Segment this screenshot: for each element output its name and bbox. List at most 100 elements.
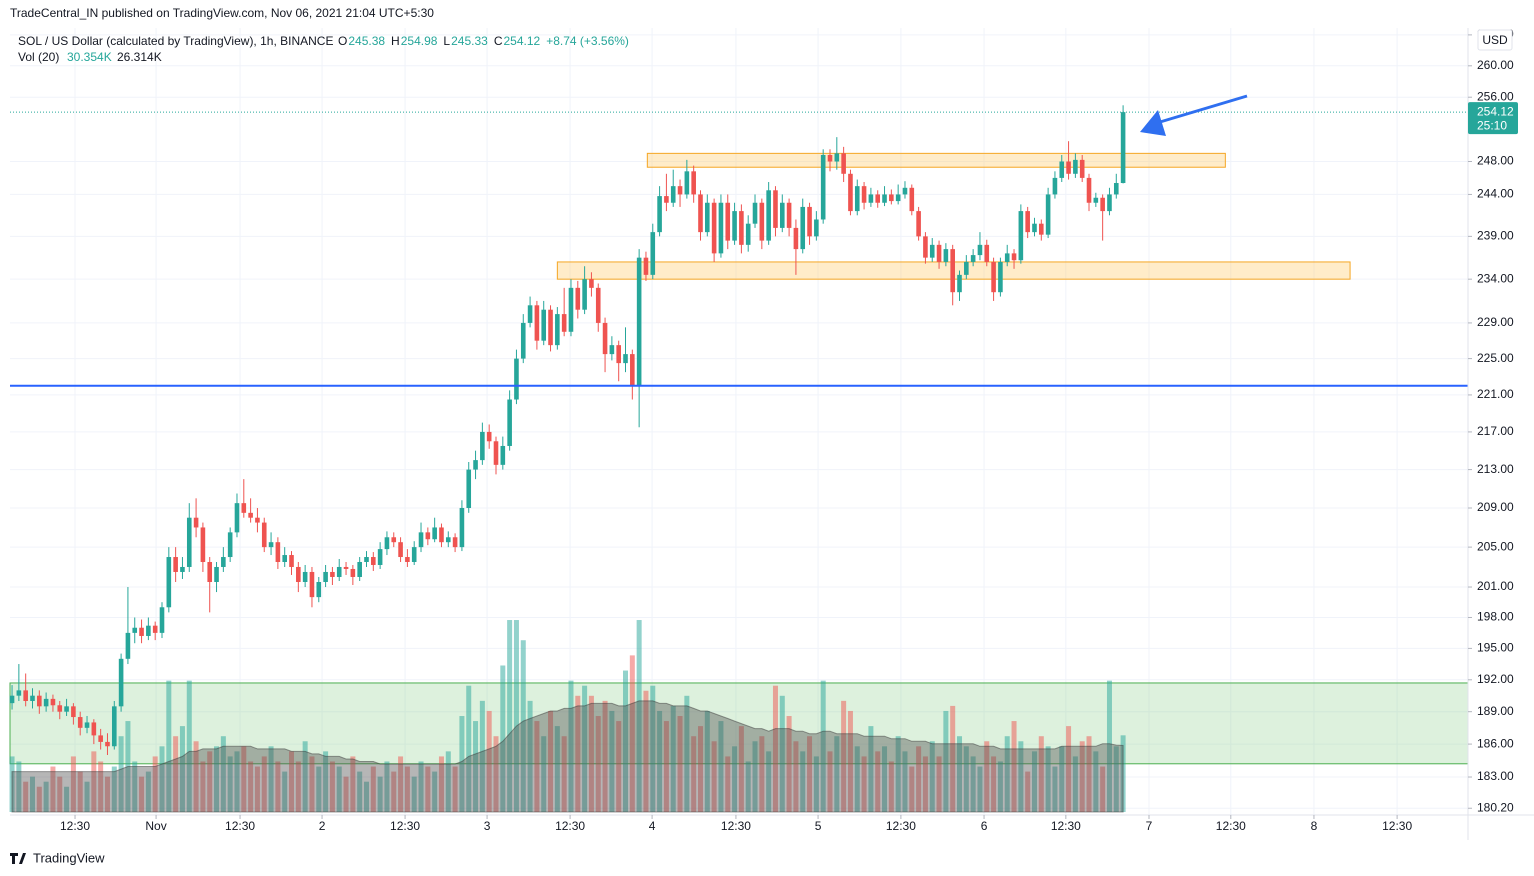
volume-bar <box>609 710 615 812</box>
volume-bar <box>241 746 247 812</box>
volume-bar <box>595 716 601 812</box>
candle-body <box>889 194 894 202</box>
volume-bar <box>527 700 533 812</box>
candle-body <box>1079 159 1085 178</box>
volume-bar <box>711 741 717 812</box>
volume-bar <box>548 710 554 812</box>
candle-body <box>643 257 649 275</box>
y-tick-label: 248.00 <box>1477 154 1514 168</box>
candle-body <box>1107 194 1112 212</box>
candle-body <box>50 698 56 706</box>
candle-body <box>139 627 144 636</box>
candle-body <box>364 557 369 562</box>
candle-body <box>91 722 97 736</box>
volume-bar <box>970 756 976 812</box>
candle-body <box>1066 161 1071 174</box>
volume-bar <box>77 771 83 812</box>
ohlc-key: H <box>391 34 400 48</box>
candle-body <box>964 261 969 275</box>
volume-bar <box>282 771 288 812</box>
candle-body <box>861 186 867 203</box>
volume-bar <box>861 756 867 812</box>
candle-body <box>371 557 376 565</box>
currency[interactable]: USD <box>1482 33 1508 47</box>
volume-bar <box>766 751 772 812</box>
candle-body <box>1045 194 1051 235</box>
volume-bar <box>179 726 185 812</box>
candle-body <box>752 202 758 224</box>
ohlc-value: 245.38 <box>348 34 385 48</box>
candle-body <box>221 557 226 567</box>
volume-bar <box>159 746 165 812</box>
volume-bar <box>847 710 853 812</box>
candle-body <box>1100 197 1105 212</box>
candle-body <box>609 345 615 355</box>
candle-body <box>255 517 260 523</box>
y-tick-label: 186.00 <box>1477 736 1514 750</box>
volume-bar <box>398 756 404 812</box>
volume-bar <box>309 756 315 812</box>
y-tick-label: 195.00 <box>1477 641 1514 655</box>
y-tick-label: 192.00 <box>1477 672 1514 686</box>
volume-bar <box>57 776 63 812</box>
symbol-title: SOL / US Dollar (calculated by TradingVi… <box>18 34 333 48</box>
candle-body <box>166 557 172 608</box>
volume-bar <box>786 716 792 812</box>
candle-body <box>336 566 342 577</box>
candle-body <box>439 527 444 543</box>
volume-bar <box>50 766 56 812</box>
volume-bar <box>132 761 138 812</box>
volume-bar <box>704 710 710 812</box>
candle-body <box>582 279 587 310</box>
volume-bar <box>207 751 213 812</box>
candle-body <box>173 557 178 572</box>
volume-bar <box>534 721 540 812</box>
candle-body <box>1025 211 1030 233</box>
volume-bar <box>854 746 860 812</box>
volume-title: Vol (20) <box>18 50 59 64</box>
volume-bar <box>561 736 567 812</box>
candle-body <box>854 186 860 212</box>
y-tick-label: 221.00 <box>1477 387 1514 401</box>
volume-bar <box>1072 756 1078 812</box>
volume-bar <box>977 766 983 812</box>
candle-body <box>248 512 253 518</box>
x-tick-label: 12:30 <box>1051 819 1081 833</box>
volume-bar <box>1052 766 1058 812</box>
candle-body <box>575 287 581 310</box>
candle-body <box>77 717 83 728</box>
candle-body <box>820 154 826 220</box>
currency-box[interactable] <box>1477 29 1513 51</box>
volume-bar <box>268 746 274 812</box>
volume-bar <box>234 751 240 812</box>
candle-body <box>37 695 42 707</box>
volume-bar <box>473 721 479 812</box>
volume-bar <box>145 771 151 812</box>
volume-bar <box>643 690 649 812</box>
candle-body <box>650 232 656 275</box>
last-price-tag <box>1468 102 1518 135</box>
volume-ma-value: 26.314K <box>117 50 162 64</box>
candle-body <box>698 194 703 233</box>
candle-body <box>452 537 458 548</box>
volume-bar <box>1100 766 1106 812</box>
y-tick-label: 239.00 <box>1477 229 1514 243</box>
x-tick-label: Nov <box>145 819 166 833</box>
y-tick-label: 225.00 <box>1477 351 1514 365</box>
candle-body <box>9 695 15 704</box>
volume-bar <box>991 756 997 812</box>
candle-body <box>57 705 63 712</box>
candle-body <box>929 244 935 258</box>
ohlc-key: L <box>443 34 450 48</box>
y-tick-label: 244.00 <box>1477 187 1514 201</box>
candle-body <box>970 255 976 262</box>
x-tick-label: 3 <box>484 819 491 833</box>
volume-bar <box>193 741 199 812</box>
volume-bar <box>227 756 233 812</box>
candle-body <box>227 532 233 558</box>
candle-body <box>957 274 962 293</box>
candle-body <box>391 537 397 543</box>
candle-body <box>23 690 28 702</box>
countdown: 25:10 <box>1477 118 1507 132</box>
